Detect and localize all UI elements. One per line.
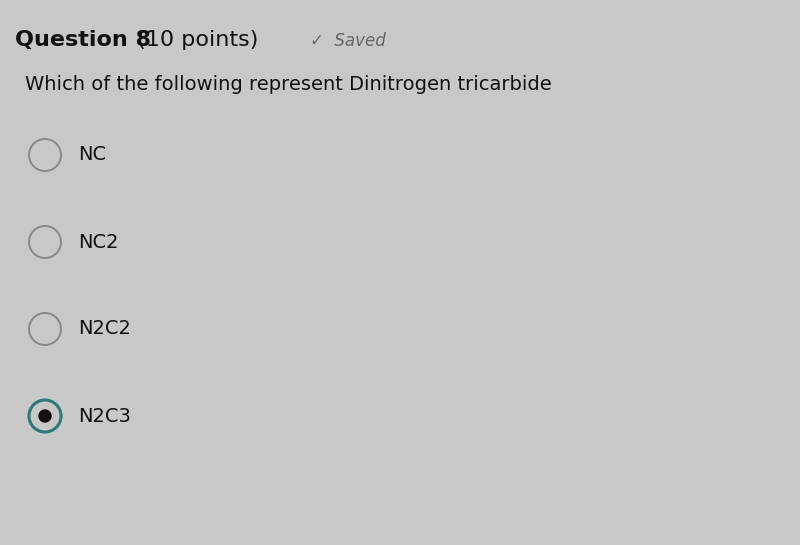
Text: Which of the following represent Dinitrogen tricarbide: Which of the following represent Dinitro… (25, 75, 552, 94)
Text: NC: NC (78, 146, 106, 165)
Circle shape (38, 409, 52, 423)
Text: N2C3: N2C3 (78, 407, 131, 426)
Text: ✓  Saved: ✓ Saved (310, 32, 386, 50)
Text: (10 points): (10 points) (130, 30, 258, 50)
Text: NC2: NC2 (78, 233, 118, 251)
Text: N2C2: N2C2 (78, 319, 131, 338)
Text: Question 8: Question 8 (15, 30, 151, 50)
